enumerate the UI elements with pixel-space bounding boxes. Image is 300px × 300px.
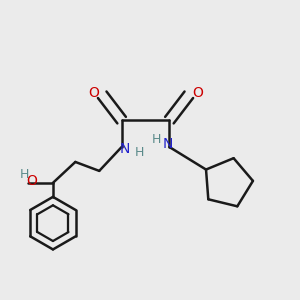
- Text: H: H: [134, 146, 144, 160]
- Text: O: O: [192, 86, 203, 100]
- Text: N: N: [163, 137, 173, 151]
- Text: N: N: [119, 142, 130, 156]
- Text: H: H: [20, 168, 29, 181]
- Text: O: O: [88, 86, 99, 100]
- Text: O: O: [27, 174, 38, 188]
- Text: H: H: [152, 133, 162, 146]
